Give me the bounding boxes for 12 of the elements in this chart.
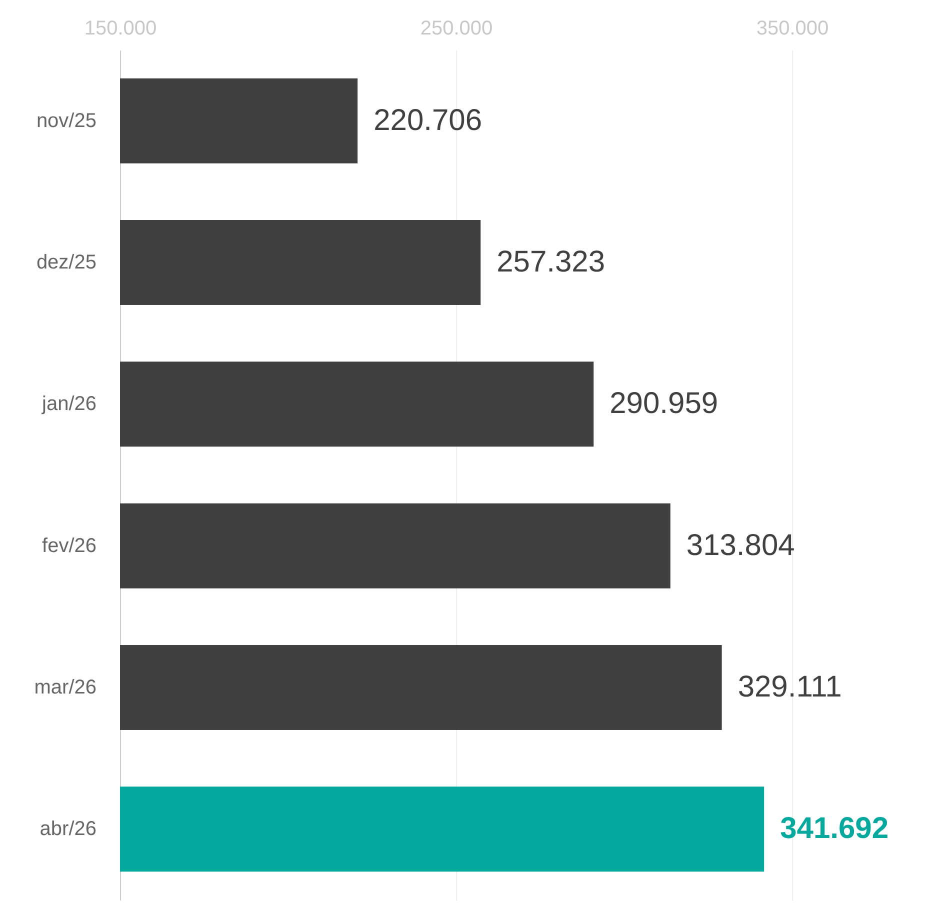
y-tick-label: jan/26 [41, 393, 96, 416]
data-label: 329.111 [738, 670, 842, 704]
y-tick-label: mar/26 [34, 676, 96, 698]
data-label: 290.959 [610, 387, 718, 420]
y-tick-label: abr/26 [40, 818, 96, 840]
data-label: 341.692 [780, 812, 889, 846]
data-label: 257.323 [496, 246, 606, 278]
y-tick-label: dez/25 [36, 252, 96, 274]
y-tick-label: nov/25 [36, 110, 96, 132]
y-tick-label: fev/26 [42, 534, 96, 557]
data-label: 220.706 [374, 104, 482, 137]
data-label: 313.804 [686, 528, 795, 562]
